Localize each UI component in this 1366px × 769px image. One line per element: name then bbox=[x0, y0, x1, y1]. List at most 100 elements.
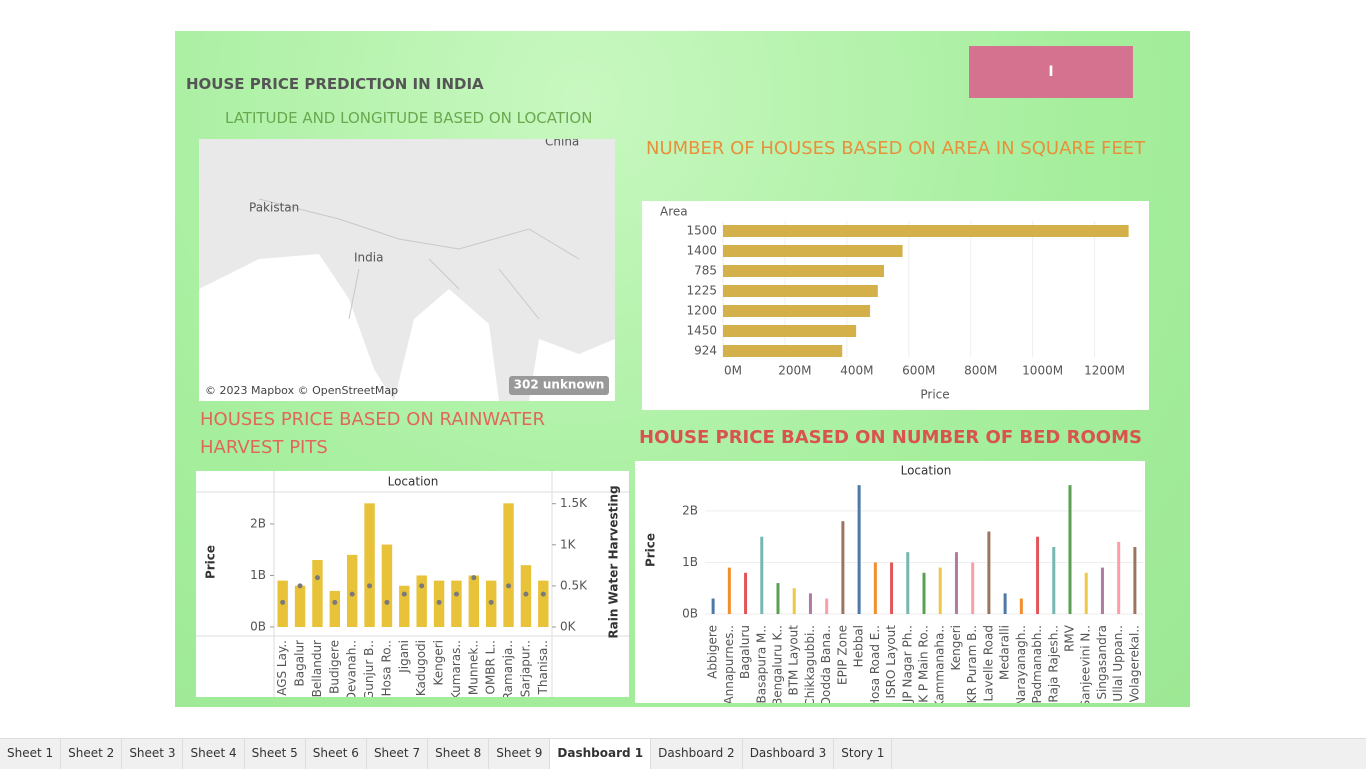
bar bbox=[723, 285, 878, 297]
x-tick-label: Hebbal bbox=[852, 625, 866, 667]
map-title: LATITUDE AND LONGITUDE BASED ON LOCATION bbox=[225, 109, 593, 127]
bar bbox=[312, 560, 323, 627]
axis-label: Location bbox=[388, 475, 439, 489]
bar bbox=[1003, 593, 1007, 614]
bar bbox=[792, 588, 796, 614]
x-tick-label: Ullal Uppan.. bbox=[1111, 625, 1125, 702]
x-tick-label: Thanisa.. bbox=[536, 640, 550, 695]
x-tick-label: Volagerekal.. bbox=[1127, 625, 1141, 702]
x-tick-label: Basapura M.. bbox=[754, 625, 768, 703]
x-tick-label: BTM Layout bbox=[787, 625, 801, 696]
chart-title: HOUSES PRICE BASED ON RAINWATER HARVEST … bbox=[200, 409, 546, 458]
dot bbox=[453, 591, 459, 597]
dot bbox=[332, 599, 338, 605]
tab[interactable]: Sheet 8 bbox=[428, 739, 490, 769]
x-tick-label: Kadugodi bbox=[414, 640, 428, 696]
bar bbox=[873, 562, 877, 614]
dot bbox=[297, 583, 303, 589]
dot bbox=[436, 599, 442, 605]
bar bbox=[723, 265, 885, 277]
x-tick-label: Bagalur bbox=[293, 640, 307, 686]
x-tick-label: 400M bbox=[840, 364, 873, 378]
dot bbox=[506, 583, 512, 589]
x-tick-label: 200M bbox=[778, 364, 811, 378]
bar bbox=[451, 580, 462, 627]
bar bbox=[760, 536, 764, 614]
x-tick-label: K P Main Ro.. bbox=[917, 625, 931, 703]
bar bbox=[744, 572, 748, 614]
x-tick-label: Jigani bbox=[397, 640, 411, 674]
dot bbox=[314, 575, 320, 581]
x-tick-label: Bellandur bbox=[310, 640, 324, 697]
bar bbox=[906, 552, 910, 614]
bar bbox=[922, 572, 926, 614]
y-tick-label: 2B bbox=[682, 503, 698, 517]
x-tick-label: Budigere bbox=[327, 640, 341, 694]
bar bbox=[468, 575, 480, 627]
x-tick-label: Narayanagh.. bbox=[1014, 625, 1028, 703]
x-tick-label: RMV bbox=[1063, 624, 1077, 652]
bar bbox=[825, 598, 829, 614]
tab[interactable]: Sheet 2 bbox=[61, 739, 123, 769]
x-tick-label: EPIP Zone bbox=[835, 625, 849, 685]
y-tick-label: 1B bbox=[250, 568, 266, 582]
chart: Area Price 0M 200M 400M 600M 800M 1000M 1200M 150… bbox=[642, 201, 1149, 410]
tab[interactable]: Sheet 6 bbox=[306, 739, 367, 769]
bar bbox=[1052, 547, 1056, 614]
x-tick-label: 1000M bbox=[1022, 364, 1063, 378]
y2-tick-label: 0K bbox=[560, 620, 577, 634]
x-tick-label: AGS Lay.. bbox=[275, 640, 289, 696]
x-tick-label: Gunjur B.. bbox=[362, 640, 376, 697]
bar bbox=[723, 325, 857, 337]
button[interactable]: I bbox=[969, 46, 1133, 98]
chart-title: NUMBER OF HOUSES BASED ON AREA IN SQUARE… bbox=[646, 138, 1146, 159]
tab[interactable]: Sheet 1 bbox=[0, 739, 62, 769]
y-tick-label: 1500 bbox=[686, 224, 717, 238]
tab[interactable]: Sheet 4 bbox=[183, 739, 245, 769]
tab[interactable]: Sheet 7 bbox=[367, 739, 429, 769]
bar bbox=[416, 575, 427, 627]
map: China Pakistan India © 2023 Mapbox © Ope… bbox=[199, 139, 615, 401]
bar bbox=[399, 585, 410, 627]
map-badge: 302 unknown bbox=[514, 378, 605, 392]
x-tick-label: ISRO Layout bbox=[884, 625, 898, 699]
x-tick-label: Dodda Bana.. bbox=[819, 625, 833, 703]
bar bbox=[890, 562, 894, 614]
tab[interactable]: Dashboard 3 bbox=[743, 739, 835, 769]
bar bbox=[346, 554, 358, 627]
x-tick-label: Kengeri bbox=[949, 625, 963, 671]
y2-tick-label: 0.5K bbox=[560, 578, 588, 592]
dot bbox=[401, 591, 407, 597]
y-tick-label: 1400 bbox=[686, 244, 717, 258]
x-tick-label: 800M bbox=[964, 364, 997, 378]
tab[interactable]: Sheet 3 bbox=[122, 739, 184, 769]
chart: Location Price Rain Water Harvesting 0B 1B 2B… bbox=[196, 471, 629, 697]
x-tick-label: Kengeri bbox=[432, 640, 446, 686]
x-tick-label: Singasandra bbox=[1095, 625, 1109, 700]
map-credit: © 2023 Mapbox © OpenStreetMap bbox=[205, 384, 398, 397]
bar bbox=[1036, 536, 1040, 614]
bar bbox=[1133, 547, 1137, 614]
bar bbox=[808, 593, 812, 614]
bar bbox=[776, 583, 780, 614]
map-label: Pakistan bbox=[249, 201, 299, 215]
x-tick-label: Chikkagubbi.. bbox=[803, 625, 817, 703]
x-tick-label: 1200M bbox=[1084, 364, 1125, 378]
bar bbox=[723, 245, 903, 257]
bar bbox=[381, 544, 393, 627]
tab[interactable]: Story 1 bbox=[834, 739, 893, 769]
bar bbox=[294, 585, 306, 627]
bar bbox=[723, 345, 843, 357]
tab[interactable]: Dashboard 1 bbox=[550, 739, 652, 769]
axis-label: Price bbox=[204, 545, 218, 579]
bar bbox=[1100, 567, 1104, 614]
map-label: China bbox=[545, 139, 579, 149]
bar bbox=[938, 567, 942, 614]
y-tick-label: 785 bbox=[694, 264, 717, 278]
tab[interactable]: Sheet 5 bbox=[245, 739, 306, 769]
y-tick-label: 0B bbox=[250, 620, 266, 634]
tab[interactable]: Sheet 9 bbox=[489, 739, 551, 769]
x-tick-label: Hosa Road E.. bbox=[868, 625, 882, 703]
tab[interactable]: Dashboard 2 bbox=[651, 739, 743, 769]
x-tick-label: Medaralli bbox=[998, 625, 1012, 680]
